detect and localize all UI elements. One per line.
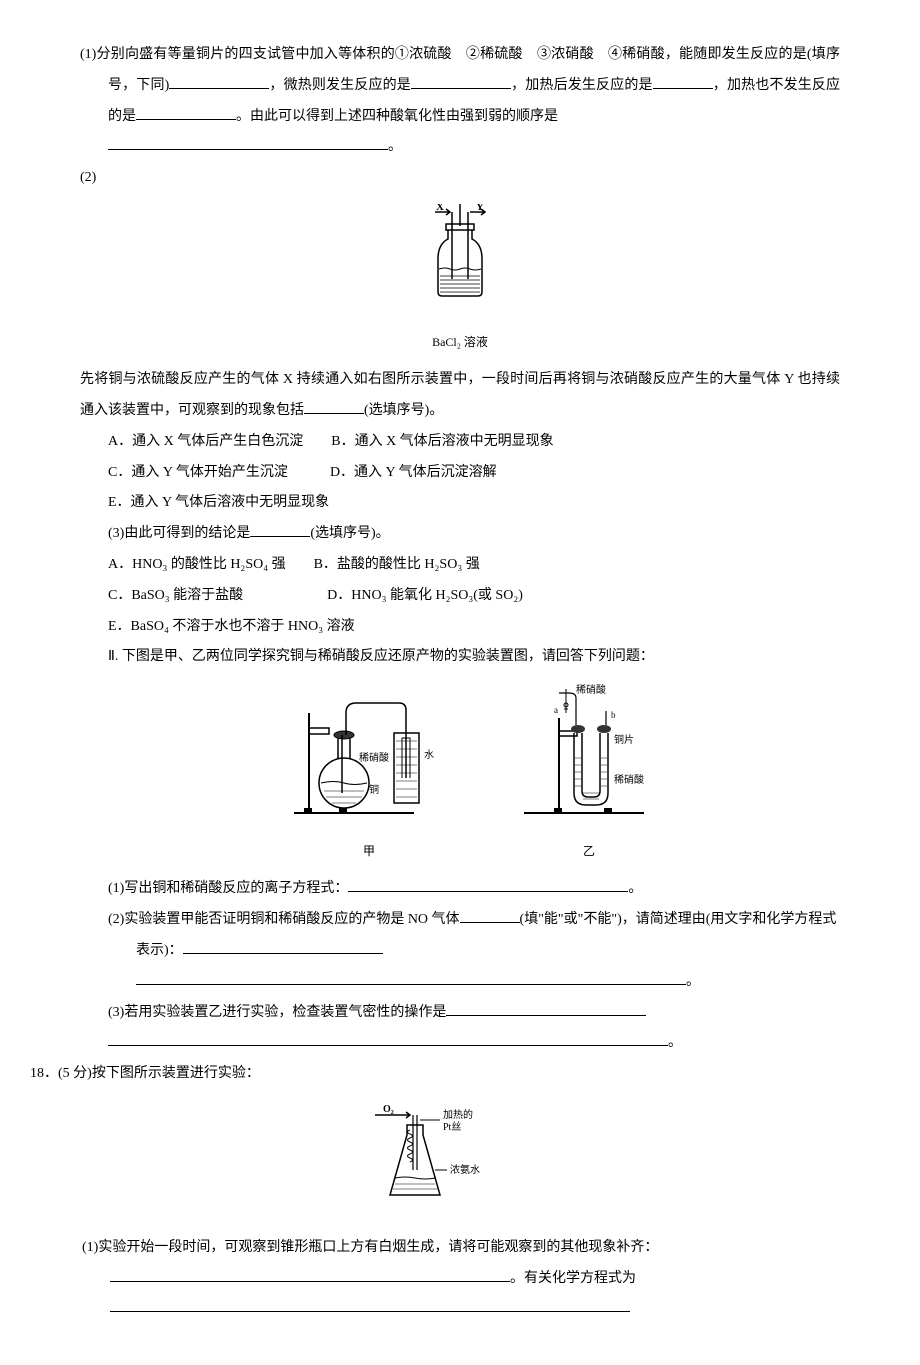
- option-a: A．通入 X 气体后产生白色沉淀: [108, 434, 303, 449]
- option-b: B．盐酸的酸性比 H₂SO₃ 强: [314, 557, 480, 572]
- section-2-intro: Ⅱ. 下图是甲、乙两位同学探究铜与稀硝酸反应还原产物的实验装置图，请回答下列问题…: [108, 642, 840, 673]
- blank[interactable]: [348, 878, 628, 892]
- blank[interactable]: [304, 400, 364, 414]
- text: 。: [388, 139, 402, 154]
- fig-caption: BaCl₂ 溶液: [80, 329, 840, 355]
- option-c: C．通入 Y 气体开始产生沉淀: [108, 465, 288, 480]
- bottle-diagram: X Y: [410, 204, 510, 314]
- label-x: X: [436, 204, 444, 213]
- blank[interactable]: [110, 1268, 510, 1282]
- label-a: a: [554, 705, 558, 715]
- q1-3-body: (3)由此可得到的结论是 (选填序号)。: [108, 519, 840, 550]
- text: ，加热后发生反应的是: [511, 78, 653, 93]
- text: 。: [686, 974, 700, 989]
- option-e: E．BaSO₄ 不溶于水也不溶于 HNO₃ 溶液: [108, 619, 355, 634]
- option-c: C．BaSO₃ 能溶于盐酸: [108, 588, 243, 603]
- svg-text:浓氨水: 浓氨水: [450, 1163, 480, 1176]
- apparatus-jia: 稀硝酸 水 铜 甲: [284, 683, 454, 864]
- label-dilute-nitric3: 稀硝酸: [614, 773, 644, 786]
- option-d: D．HNO₃ 能氧化 H₂SO₃(或 SO₂): [327, 588, 523, 603]
- option-row: E．BaSO₄ 不溶于水也不溶于 HNO₃ 溶液: [108, 612, 840, 643]
- text: (3)由此可得到的结论是: [108, 526, 250, 541]
- blank[interactable]: [110, 1298, 630, 1312]
- label-water: 水: [424, 749, 434, 761]
- text: (3)若用实验装置乙进行实验，检查装置气密性的操作是: [108, 1005, 446, 1020]
- blank[interactable]: [108, 1032, 668, 1046]
- label-copper: 铜: [369, 784, 379, 796]
- section-2: Ⅱ. 下图是甲、乙两位同学探究铜与稀硝酸反应还原产物的实验装置图，请回答下列问题…: [80, 642, 840, 1059]
- option-row: C．通入 Y 气体开始产生沉淀 D．通入 Y 气体后沉淀溶解: [80, 458, 840, 489]
- option-b: B．通入 X 气体后溶液中无明显现象: [331, 434, 553, 449]
- svg-text:Pt丝: Pt丝: [443, 1121, 461, 1133]
- svg-text:O₂: O₂: [383, 1104, 394, 1115]
- section2-q3: (3)若用实验装置乙进行实验，检查装置气密性的操作是: [108, 998, 840, 1029]
- option-a: A．HNO₃ 的酸性比 H₂SO₄ 强: [108, 557, 286, 572]
- label-copper-sheet: 铜片: [614, 733, 634, 746]
- blank[interactable]: [183, 940, 383, 954]
- caption-jia: 甲: [284, 838, 454, 864]
- caption-yi: 乙: [514, 838, 664, 864]
- q18-q1: (1)实验开始一段时间，可观察到锥形瓶口上方有白烟生成，请将可能观察到的其他现象…: [30, 1233, 840, 1325]
- apparatus-yi: a b 稀硝酸 铜片 稀硝酸 乙: [514, 683, 664, 864]
- figure-apparatus: 稀硝酸 水 铜 甲: [108, 683, 840, 864]
- text: 。有关化学方程式为: [510, 1271, 636, 1286]
- svg-text:加热的: 加热的: [443, 1108, 473, 1121]
- option-row: E．通入 Y 气体后溶液中无明显现象: [80, 488, 840, 519]
- text: (2)实验装置甲能否证明铜和稀硝酸反应的产物是 NO 气体: [108, 912, 460, 927]
- text: ，微热则发生反应的是: [269, 78, 411, 93]
- blank[interactable]: [460, 909, 520, 923]
- question-18: 18．(5 分)按下图所示装置进行实验： O₂ 加热的 Pt丝 浓氨水 (1)实…: [30, 1059, 840, 1325]
- option-row: A．通入 X 气体后产生白色沉淀 B．通入 X 气体后溶液中无明显现象: [80, 427, 840, 458]
- blank[interactable]: [653, 75, 713, 89]
- section2-q1: (1)写出铜和稀硝酸反应的离子方程式： 。: [108, 874, 840, 905]
- section2-q3-line2: 。: [108, 1028, 840, 1059]
- blank[interactable]: [250, 523, 310, 537]
- blank[interactable]: [136, 106, 236, 120]
- blank[interactable]: [169, 75, 269, 89]
- question-1-3: (3)由此可得到的结论是 (选填序号)。 A．HNO₃ 的酸性比 H₂SO₄ 强 …: [80, 519, 840, 642]
- option-row: C．BaSO₃ 能溶于盐酸 D．HNO₃ 能氧化 H₂SO₃(或 SO₂): [108, 581, 840, 612]
- text: (1)实验开始一段时间，可观察到锥形瓶口上方有白烟生成，请将可能观察到的其他现象…: [82, 1240, 658, 1255]
- section2-q2: (2)实验装置甲能否证明铜和稀硝酸反应的产物是 NO 气体(填"能"或"不能")…: [108, 905, 840, 967]
- label-dilute-nitric2: 稀硝酸: [576, 683, 606, 696]
- question-1-1: (1)分别向盛有等量铜片的四支试管中加入等体积的①浓硫酸 ②稀硫酸 ③浓硝酸 ④…: [80, 40, 840, 163]
- question-1-2: (2) X Y BaCl₂ 溶液 先将铜与浓硫酸反应产生的气体 X 持续通入如右…: [80, 163, 840, 519]
- text: 。由此可以得到上述四种酸氧化性由强到弱的顺序是: [236, 109, 558, 124]
- label-dilute-nitric: 稀硝酸: [359, 751, 389, 764]
- text: 。: [668, 1035, 682, 1050]
- option-row: A．HNO₃ 的酸性比 H₂SO₄ 强 B．盐酸的酸性比 H₂SO₃ 强: [108, 550, 840, 581]
- section2-q2-line2: 。: [108, 967, 840, 998]
- label-b: b: [611, 710, 616, 720]
- text: 先将铜与浓硫酸反应产生的气体 X 持续通入如右图所示装置中，一段时间后再将铜与浓…: [80, 372, 840, 418]
- figure-q18: O₂ 加热的 Pt丝 浓氨水: [30, 1100, 840, 1223]
- blank[interactable]: [411, 75, 511, 89]
- figure-bacl2: X Y BaCl₂ 溶液: [80, 204, 840, 355]
- text: (选填序号)。: [310, 526, 389, 541]
- blank[interactable]: [446, 1002, 646, 1016]
- label-y: Y: [476, 204, 484, 213]
- q1-2-label: (2): [80, 163, 840, 194]
- q18-header: 18．(5 分)按下图所示装置进行实验：: [30, 1059, 840, 1090]
- text: 。: [628, 881, 642, 896]
- option-e: E．通入 Y 气体后溶液中无明显现象: [108, 495, 329, 510]
- text: (选填序号)。: [364, 403, 443, 418]
- blank[interactable]: [136, 971, 686, 985]
- q1-2-body: 先将铜与浓硫酸反应产生的气体 X 持续通入如右图所示装置中，一段时间后再将铜与浓…: [80, 365, 840, 427]
- blank[interactable]: [108, 136, 388, 150]
- text: (1)写出铜和稀硝酸反应的离子方程式：: [108, 881, 348, 896]
- option-d: D．通入 Y 气体后沉淀溶解: [330, 465, 497, 480]
